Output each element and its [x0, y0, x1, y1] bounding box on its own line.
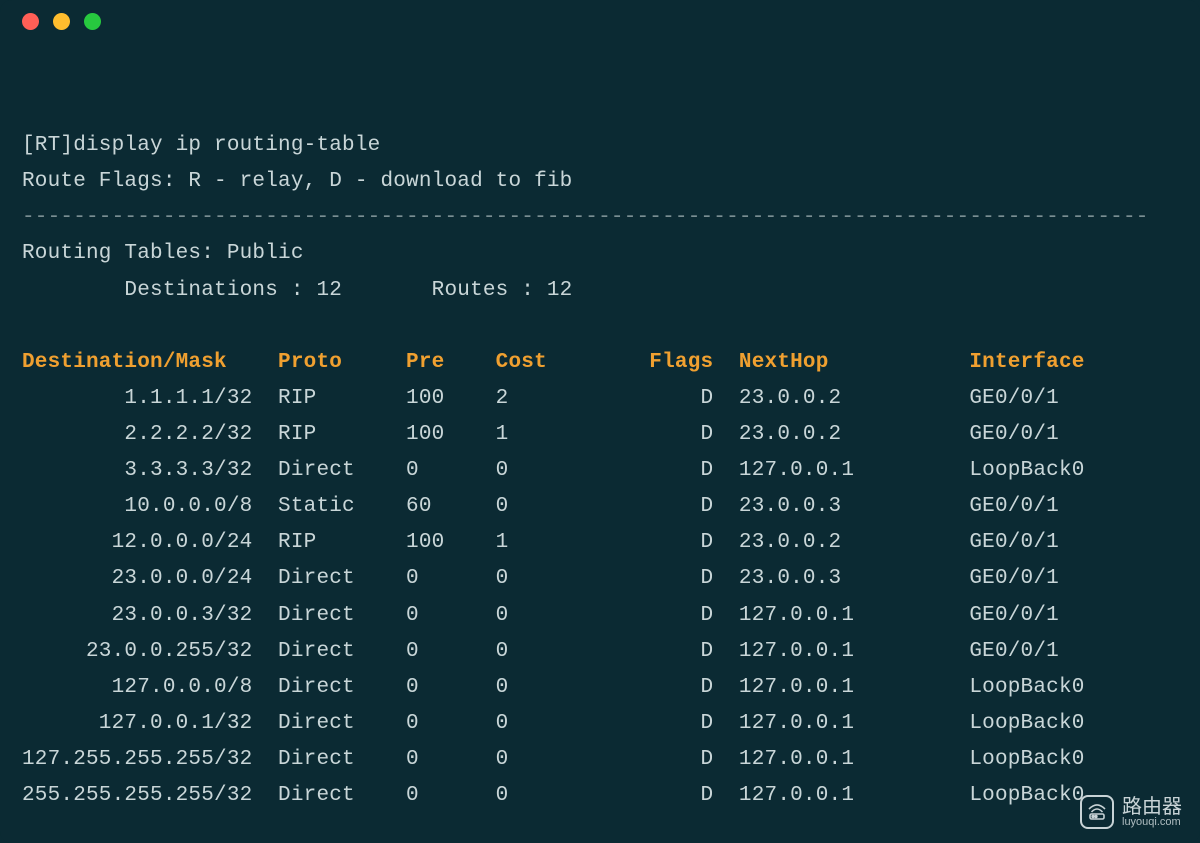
terminal-content: [RT]display ip routing-table Route Flags… — [0, 42, 1200, 814]
table-row: 2.2.2.2/32 RIP 100 1 D 23.0.0.2 GE0/0/1 — [22, 423, 1123, 446]
watermark-text: 路由器 — [1122, 797, 1182, 817]
terminal-window: [RT]display ip routing-table Route Flags… — [0, 0, 1200, 843]
table-row: 127.0.0.1/32 Direct 0 0 D 127.0.0.1 Loop… — [22, 712, 1123, 735]
tables-line: Routing Tables: Public — [22, 242, 304, 265]
prompt-line: [RT]display ip routing-table — [22, 134, 380, 157]
counts-line: Destinations : 12 Routes : 12 — [22, 279, 573, 302]
window-zoom-button[interactable] — [84, 13, 101, 30]
watermark-subtext: luyouqi.com — [1122, 817, 1182, 828]
window-minimize-button[interactable] — [53, 13, 70, 30]
table-row: 255.255.255.255/32 Direct 0 0 D 127.0.0.… — [22, 784, 1123, 807]
window-close-button[interactable] — [22, 13, 39, 30]
table-row: 23.0.0.0/24 Direct 0 0 D 23.0.0.3 GE0/0/… — [22, 567, 1123, 590]
table-row: 10.0.0.0/8 Static 60 0 D 23.0.0.3 GE0/0/… — [22, 495, 1123, 518]
table-row: 1.1.1.1/32 RIP 100 2 D 23.0.0.2 GE0/0/1 — [22, 387, 1123, 410]
table-row: 12.0.0.0/24 RIP 100 1 D 23.0.0.2 GE0/0/1 — [22, 531, 1123, 554]
table-row: 3.3.3.3/32 Direct 0 0 D 127.0.0.1 LoopBa… — [22, 459, 1123, 482]
table-row: 127.0.0.0/8 Direct 0 0 D 127.0.0.1 LoopB… — [22, 676, 1123, 699]
table-body: 1.1.1.1/32 RIP 100 2 D 23.0.0.2 GE0/0/1 … — [22, 387, 1123, 807]
watermark: 路由器 luyouqi.com — [1080, 795, 1182, 829]
table-row: 23.0.0.255/32 Direct 0 0 D 127.0.0.1 GE0… — [22, 640, 1123, 663]
flags-legend: Route Flags: R - relay, D - download to … — [22, 170, 573, 193]
router-icon — [1080, 795, 1114, 829]
table-row: 23.0.0.3/32 Direct 0 0 D 127.0.0.1 GE0/0… — [22, 604, 1123, 627]
divider-line: ----------------------------------------… — [22, 206, 1149, 229]
table-row: 127.255.255.255/32 Direct 0 0 D 127.0.0.… — [22, 748, 1123, 771]
table-header-row: Destination/Mask Proto Pre Cost Flags Ne… — [22, 351, 1123, 374]
window-titlebar — [0, 0, 1200, 42]
